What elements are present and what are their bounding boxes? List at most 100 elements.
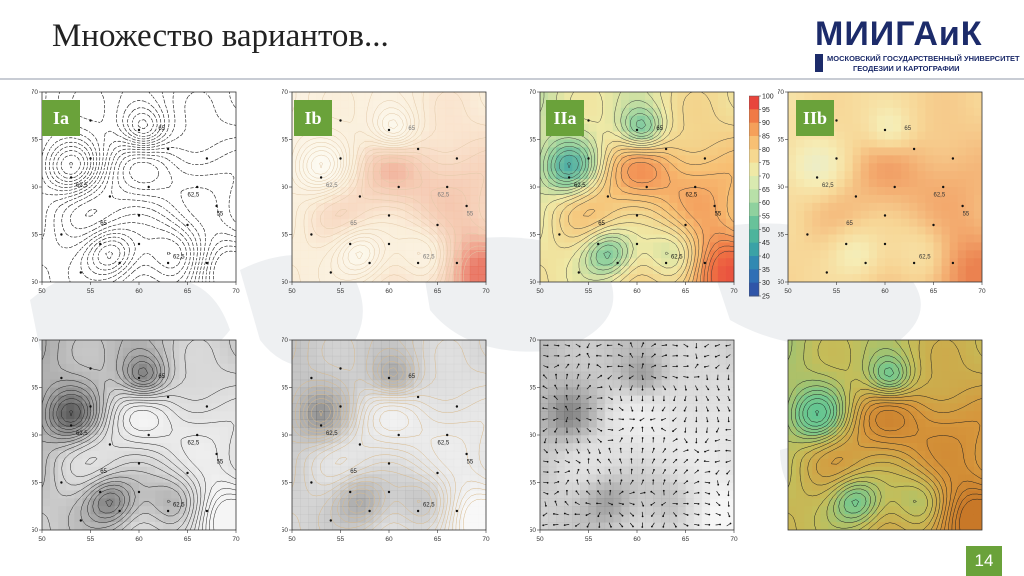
sample-point bbox=[118, 261, 121, 265]
sample-point bbox=[587, 157, 590, 160]
sample-point bbox=[137, 376, 141, 380]
contour-label: 62,5 bbox=[438, 441, 450, 447]
sample-point bbox=[694, 185, 697, 189]
color-scale-swatch bbox=[749, 149, 759, 164]
sample-point bbox=[215, 452, 218, 456]
y-tick-label: 70 bbox=[530, 89, 536, 96]
sample-point bbox=[942, 185, 945, 189]
sample-point bbox=[577, 271, 580, 274]
contour-label: 55 bbox=[467, 460, 474, 466]
y-tick-label: 55 bbox=[282, 480, 288, 487]
x-tick-label: 60 bbox=[135, 288, 143, 295]
sample-point bbox=[79, 271, 82, 274]
color-scale-tick: 60 bbox=[762, 200, 770, 207]
sample-point bbox=[196, 185, 199, 189]
sample-point bbox=[99, 242, 102, 246]
sample-point bbox=[455, 509, 459, 513]
contour-label: 62,5 bbox=[173, 502, 185, 508]
y-tick-label: 50 bbox=[778, 279, 784, 286]
contour-labels: 62,5 62,5 65 62,5 65 55 bbox=[326, 374, 474, 508]
contour-label: 62,5 bbox=[173, 254, 185, 260]
sample-point bbox=[951, 157, 955, 160]
x-tick-label: 50 bbox=[38, 536, 46, 543]
y-tick-label: 60 bbox=[530, 432, 536, 439]
contour-label: 62,5 bbox=[188, 193, 200, 199]
sample-point bbox=[455, 405, 459, 408]
contour-label: 62,5 bbox=[423, 502, 435, 508]
sample-point bbox=[558, 233, 561, 236]
sample-point bbox=[108, 443, 112, 446]
sample-point bbox=[587, 119, 590, 122]
x-tick-label: 60 bbox=[633, 536, 641, 543]
sample-point bbox=[664, 261, 668, 265]
map-IVa: 50 55 60 65 70 50 55 60 65 70 bbox=[530, 337, 738, 543]
y-tick-label: 60 bbox=[778, 184, 784, 191]
sample-point bbox=[339, 119, 342, 122]
x-tick-label: 50 bbox=[288, 288, 296, 295]
panel-badge-Ib: Ib bbox=[294, 100, 332, 136]
sample-point bbox=[455, 157, 459, 160]
x-tick-label: 60 bbox=[385, 288, 393, 295]
x-tick-label: 70 bbox=[482, 536, 490, 543]
map-IIIb: 62,5 62,5 65 62,5 65 55 50 55 60 65 70 50 55 60 65 70 bbox=[282, 337, 490, 543]
color-scale-tick: 65 bbox=[762, 187, 770, 194]
sample-point bbox=[137, 462, 141, 465]
color-scale-swatch bbox=[749, 122, 759, 137]
x-tick-label: 70 bbox=[232, 288, 240, 295]
sample-point bbox=[951, 261, 955, 265]
sample-point bbox=[854, 195, 858, 198]
x-tick-label: 55 bbox=[337, 536, 345, 543]
color-scale-tick: 80 bbox=[762, 147, 770, 154]
y-tick-label: 70 bbox=[32, 337, 38, 344]
color-scale-tick: 50 bbox=[762, 227, 770, 234]
x-tick-label: 70 bbox=[978, 288, 986, 295]
y-tick-label: 50 bbox=[282, 279, 288, 286]
x-tick-label: 60 bbox=[135, 536, 143, 543]
map-panel-IIIb: 62,5 62,5 65 62,5 65 55 50 55 60 65 70 50 55 60 65 70 bbox=[282, 336, 492, 550]
color-scale-tick: 75 bbox=[762, 160, 770, 167]
sample-point bbox=[310, 376, 313, 380]
color-scale-swatch bbox=[749, 109, 759, 124]
sample-point bbox=[416, 395, 420, 399]
contour-label: 55 bbox=[715, 212, 722, 218]
x-tick-label: 65 bbox=[682, 288, 690, 295]
x-tick-label: 65 bbox=[184, 288, 192, 295]
color-scale-tick: 40 bbox=[762, 254, 770, 261]
x-tick-label: 50 bbox=[288, 536, 296, 543]
logo-bar bbox=[815, 54, 823, 72]
map-frame: 50 55 60 65 70 50 55 60 65 70 bbox=[32, 89, 240, 295]
color-scale-swatch bbox=[749, 96, 759, 110]
map-panel-IVb bbox=[778, 336, 988, 550]
sample-point bbox=[397, 185, 400, 189]
sample-point bbox=[147, 433, 150, 437]
y-tick-label: 65 bbox=[778, 137, 784, 144]
y-tick-label: 55 bbox=[282, 232, 288, 239]
color-scale-swatch bbox=[749, 162, 759, 177]
y-tick-label: 55 bbox=[530, 480, 536, 487]
color-scale-tick: 95 bbox=[762, 107, 770, 114]
sample-point bbox=[416, 261, 420, 265]
contour-label: 55 bbox=[217, 212, 224, 218]
sample-points bbox=[310, 367, 468, 522]
x-tick-label: 65 bbox=[434, 536, 442, 543]
panel-badge-IIb: IIb bbox=[796, 100, 834, 136]
y-tick-label: 50 bbox=[32, 527, 38, 534]
contour-label: 62,5 bbox=[686, 193, 698, 199]
x-tick-label: 55 bbox=[585, 536, 593, 543]
contour-label: 62,5 bbox=[423, 254, 435, 260]
gradient-arrows bbox=[542, 342, 732, 528]
contour-label: 65 bbox=[350, 469, 357, 475]
sample-point bbox=[368, 509, 371, 513]
sample-point bbox=[108, 195, 112, 198]
sample-point bbox=[166, 261, 170, 265]
map-IVb bbox=[787, 339, 983, 531]
sample-point bbox=[883, 128, 887, 132]
sample-point bbox=[684, 223, 687, 227]
contour-label: 62,5 bbox=[822, 183, 834, 189]
x-tick-label: 50 bbox=[784, 288, 792, 295]
sample-point bbox=[339, 405, 342, 408]
sample-point bbox=[99, 490, 102, 494]
page-number: 14 bbox=[966, 546, 1002, 576]
x-tick-label: 55 bbox=[87, 536, 95, 543]
